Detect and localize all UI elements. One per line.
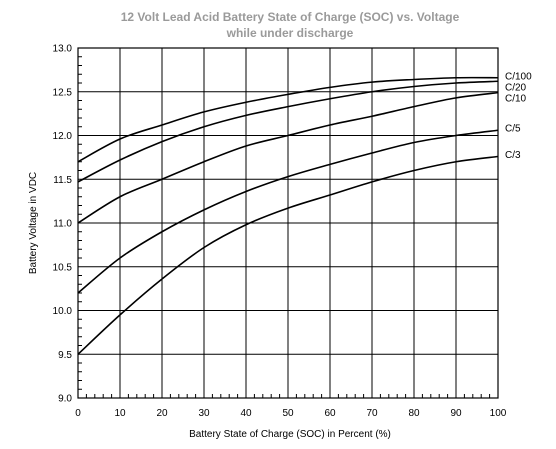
- series-label-c-3: C/3: [505, 150, 521, 161]
- series-line-c-5: [77, 129, 499, 294]
- y-tick-label: 12.5: [53, 87, 73, 98]
- y-axis-label: Battery Voltage in VDC: [28, 172, 39, 274]
- y-tick-label: 10.0: [53, 306, 73, 317]
- series-label-c-10: C/10: [505, 93, 527, 104]
- x-tick-label: 100: [490, 408, 507, 419]
- chart-title: 12 Volt Lead Acid Battery State of Charg…: [121, 10, 460, 24]
- y-tick-label: 11.5: [53, 175, 72, 186]
- x-tick-label: 20: [156, 408, 168, 419]
- x-tick-label: 0: [75, 408, 81, 419]
- x-tick-labels: 0 10 20 30 40 50 60 70 80 90 100: [75, 408, 507, 419]
- x-tick-label: 30: [198, 408, 210, 419]
- x-tick-label: 80: [408, 408, 420, 419]
- series-line-c-10: [77, 91, 499, 224]
- x-tick-label: 50: [282, 408, 294, 419]
- x-tick-label: 70: [366, 408, 378, 419]
- x-tick-label: 40: [240, 408, 252, 419]
- series-label-c-100: C/100: [505, 71, 532, 82]
- y-tick-label: 11.0: [53, 219, 72, 230]
- series-line-c-3: [77, 155, 499, 355]
- chart-subtitle: while under discharge: [226, 26, 354, 40]
- x-axis-label: Battery State of Charge (SOC) in Percent…: [189, 429, 391, 440]
- series-line-c-20: [77, 80, 499, 183]
- y-tick-labels: 9.0 9.5 10.0 10.5 11.0 11.5 12.0 12.5 13.0: [53, 44, 73, 405]
- y-tick-label: 9.0: [58, 394, 72, 405]
- y-tick-label: 12.0: [53, 131, 73, 142]
- y-tick-label: 10.5: [53, 262, 73, 273]
- y-tick-label: 13.0: [53, 44, 73, 55]
- x-tick-label: 60: [324, 408, 336, 419]
- grid: [77, 47, 499, 399]
- x-tick-label: 90: [450, 408, 462, 419]
- minor-ticks: [78, 56, 491, 398]
- series-label-c-20: C/20: [505, 82, 527, 93]
- y-tick-label: 9.5: [58, 350, 72, 361]
- series-lines: [77, 76, 499, 355]
- x-tick-label: 10: [114, 408, 126, 419]
- series-line-c-100: [77, 76, 499, 163]
- series-label-c-5: C/5: [505, 124, 521, 135]
